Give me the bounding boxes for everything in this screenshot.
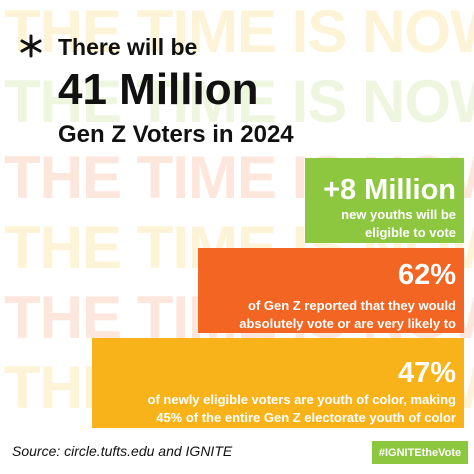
stat-figure: +8 Million (323, 174, 456, 206)
watermark-text: THE TIME IS NOW. (4, 68, 474, 135)
stat-text: 45% of the entire Gen Z electorate youth… (156, 410, 456, 425)
watermark-text: THE TIME IS NOW. (4, 0, 474, 65)
stat-box (305, 158, 464, 243)
stat-figure: 62% (398, 259, 456, 291)
headline: 41 Million (58, 65, 258, 114)
stat-text: eligible to vote (365, 225, 456, 240)
hashtag-badge (372, 441, 468, 464)
stat-figure: 47% (398, 357, 456, 389)
stat-box (198, 248, 464, 333)
header-line: Gen Z Voters in 2024 (58, 121, 294, 148)
stat-text: new youths will be (341, 207, 456, 222)
stat-text: absolutely vote or are very likely to (239, 316, 456, 331)
asterisk (20, 34, 42, 58)
stat-text: of newly eligible voters are youth of co… (148, 392, 457, 407)
hashtag: #IGNITEtheVote (379, 447, 461, 459)
stat-box (92, 338, 464, 428)
stat-text: of Gen Z reported that they would (248, 298, 456, 313)
header-line: There will be (58, 34, 197, 60)
source: Source: circle.tufts.edu and IGNITE (12, 443, 233, 459)
